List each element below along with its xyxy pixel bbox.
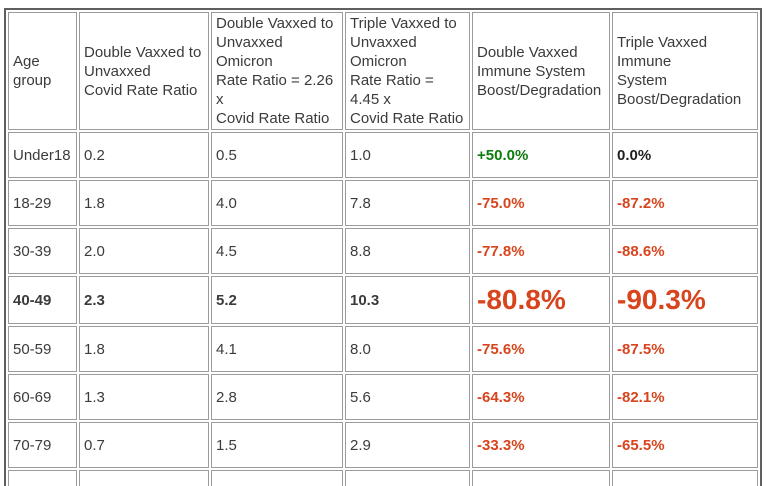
rate-ratio-cell: 2.0 bbox=[79, 228, 209, 274]
rate-ratio-cell: 2.2 bbox=[345, 470, 470, 486]
boost-degradation-cell: -9.1% bbox=[472, 470, 610, 486]
boost-degradation-cell: -65.5% bbox=[612, 422, 758, 468]
age-group-cell: 40-49 bbox=[8, 276, 77, 324]
age-group-cell: 60-69 bbox=[8, 374, 77, 420]
header-row: Age group Double Vaxxed to Unvaxxed Covid… bbox=[8, 12, 758, 130]
boost-degradation-cell: 0.0% bbox=[612, 132, 758, 178]
boost-degradation-cell: -80.8% bbox=[472, 276, 610, 324]
rate-ratio-cell: 8.0 bbox=[345, 326, 470, 372]
rate-ratio-cell: 8.8 bbox=[345, 228, 470, 274]
boost-degradation-cell: -87.5% bbox=[612, 326, 758, 372]
rate-ratio-cell: 0.7 bbox=[79, 422, 209, 468]
age-group-cell: 50-59 bbox=[8, 326, 77, 372]
boost-degradation-cell: -90.3% bbox=[612, 276, 758, 324]
rate-ratio-cell: 2.8 bbox=[211, 374, 343, 420]
rate-ratio-cell: 5.6 bbox=[345, 374, 470, 420]
rate-ratio-cell: 1.8 bbox=[79, 326, 209, 372]
rate-ratio-cell: 7.8 bbox=[345, 180, 470, 226]
boost-degradation-cell: -64.3% bbox=[472, 374, 610, 420]
table-row: 40-49 2.3 5.2 10.3 -80.8% -90.3% bbox=[8, 276, 758, 324]
boost-degradation-cell: +50.0% bbox=[472, 132, 610, 178]
table-body: Under18 0.2 0.5 1.0 +50.0% 0.0% 18-29 1.8 4.0 7.8… bbox=[8, 132, 758, 486]
rate-ratio-cell: 0.5 bbox=[79, 470, 209, 486]
table-row: 70-79 0.7 1.5 2.9 -33.3% -65.5% bbox=[8, 422, 758, 468]
table-header: Age group Double Vaxxed to Unvaxxed Covid… bbox=[8, 12, 758, 130]
column-header: Double Vaxxed to Unvaxxed Omicron Rate R… bbox=[211, 12, 343, 130]
rate-ratio-cell: 2.3 bbox=[79, 276, 209, 324]
rate-ratio-cell: 1.5 bbox=[211, 422, 343, 468]
rate-ratio-cell: 10.3 bbox=[345, 276, 470, 324]
rate-ratio-cell: 4.0 bbox=[211, 180, 343, 226]
rate-ratio-cell: 5.2 bbox=[211, 276, 343, 324]
rate-ratio-cell: 0.2 bbox=[79, 132, 209, 178]
column-header: Double Vaxxed Immune System Boost/Degrad… bbox=[472, 12, 610, 130]
boost-degradation-cell: -87.2% bbox=[612, 180, 758, 226]
boost-degradation-cell: -75.6% bbox=[472, 326, 610, 372]
age-group-cell: ≥80 bbox=[8, 470, 77, 486]
rate-ratio-cell: 2.9 bbox=[345, 422, 470, 468]
table-row: 50-59 1.8 4.1 8.0 -75.6% -87.5% bbox=[8, 326, 758, 372]
column-header: Age group bbox=[8, 12, 77, 130]
table-row: 60-69 1.3 2.8 5.6 -64.3% -82.1% bbox=[8, 374, 758, 420]
boost-degradation-cell: -77.8% bbox=[472, 228, 610, 274]
age-group-cell: 18-29 bbox=[8, 180, 77, 226]
table-row: 18-29 1.8 4.0 7.8 -75.0% -87.2% bbox=[8, 180, 758, 226]
rate-ratio-cell: 1.1 bbox=[211, 470, 343, 486]
rate-ratio-cell: 1.3 bbox=[79, 374, 209, 420]
table-row: Under18 0.2 0.5 1.0 +50.0% 0.0% bbox=[8, 132, 758, 178]
table-row: 30-39 2.0 4.5 8.8 -77.8% -88.6% bbox=[8, 228, 758, 274]
column-header: Double Vaxxed to Unvaxxed Covid Rate Rat… bbox=[79, 12, 209, 130]
column-header: Triple Vaxxed Immune System Boost/Degrad… bbox=[612, 12, 758, 130]
boost-degradation-cell: -54.5% bbox=[612, 470, 758, 486]
rate-ratio-cell: 4.5 bbox=[211, 228, 343, 274]
age-group-cell: 70-79 bbox=[8, 422, 77, 468]
boost-degradation-cell: -75.0% bbox=[472, 180, 610, 226]
rate-ratio-cell: 4.1 bbox=[211, 326, 343, 372]
boost-degradation-cell: -33.3% bbox=[472, 422, 610, 468]
rate-ratio-cell: 1.0 bbox=[345, 132, 470, 178]
table-row: ≥800.51.12.2-9.1%-54.5% bbox=[8, 470, 758, 486]
column-header: Triple Vaxxed to Unvaxxed Omicron Rate R… bbox=[345, 12, 470, 130]
vax-rate-ratio-table: Age group Double Vaxxed to Unvaxxed Covid… bbox=[4, 8, 762, 486]
boost-degradation-cell: -88.6% bbox=[612, 228, 758, 274]
rate-ratio-cell: 1.8 bbox=[79, 180, 209, 226]
age-group-cell: 30-39 bbox=[8, 228, 77, 274]
boost-degradation-cell: -82.1% bbox=[612, 374, 758, 420]
rate-ratio-cell: 0.5 bbox=[211, 132, 343, 178]
age-group-cell: Under18 bbox=[8, 132, 77, 178]
